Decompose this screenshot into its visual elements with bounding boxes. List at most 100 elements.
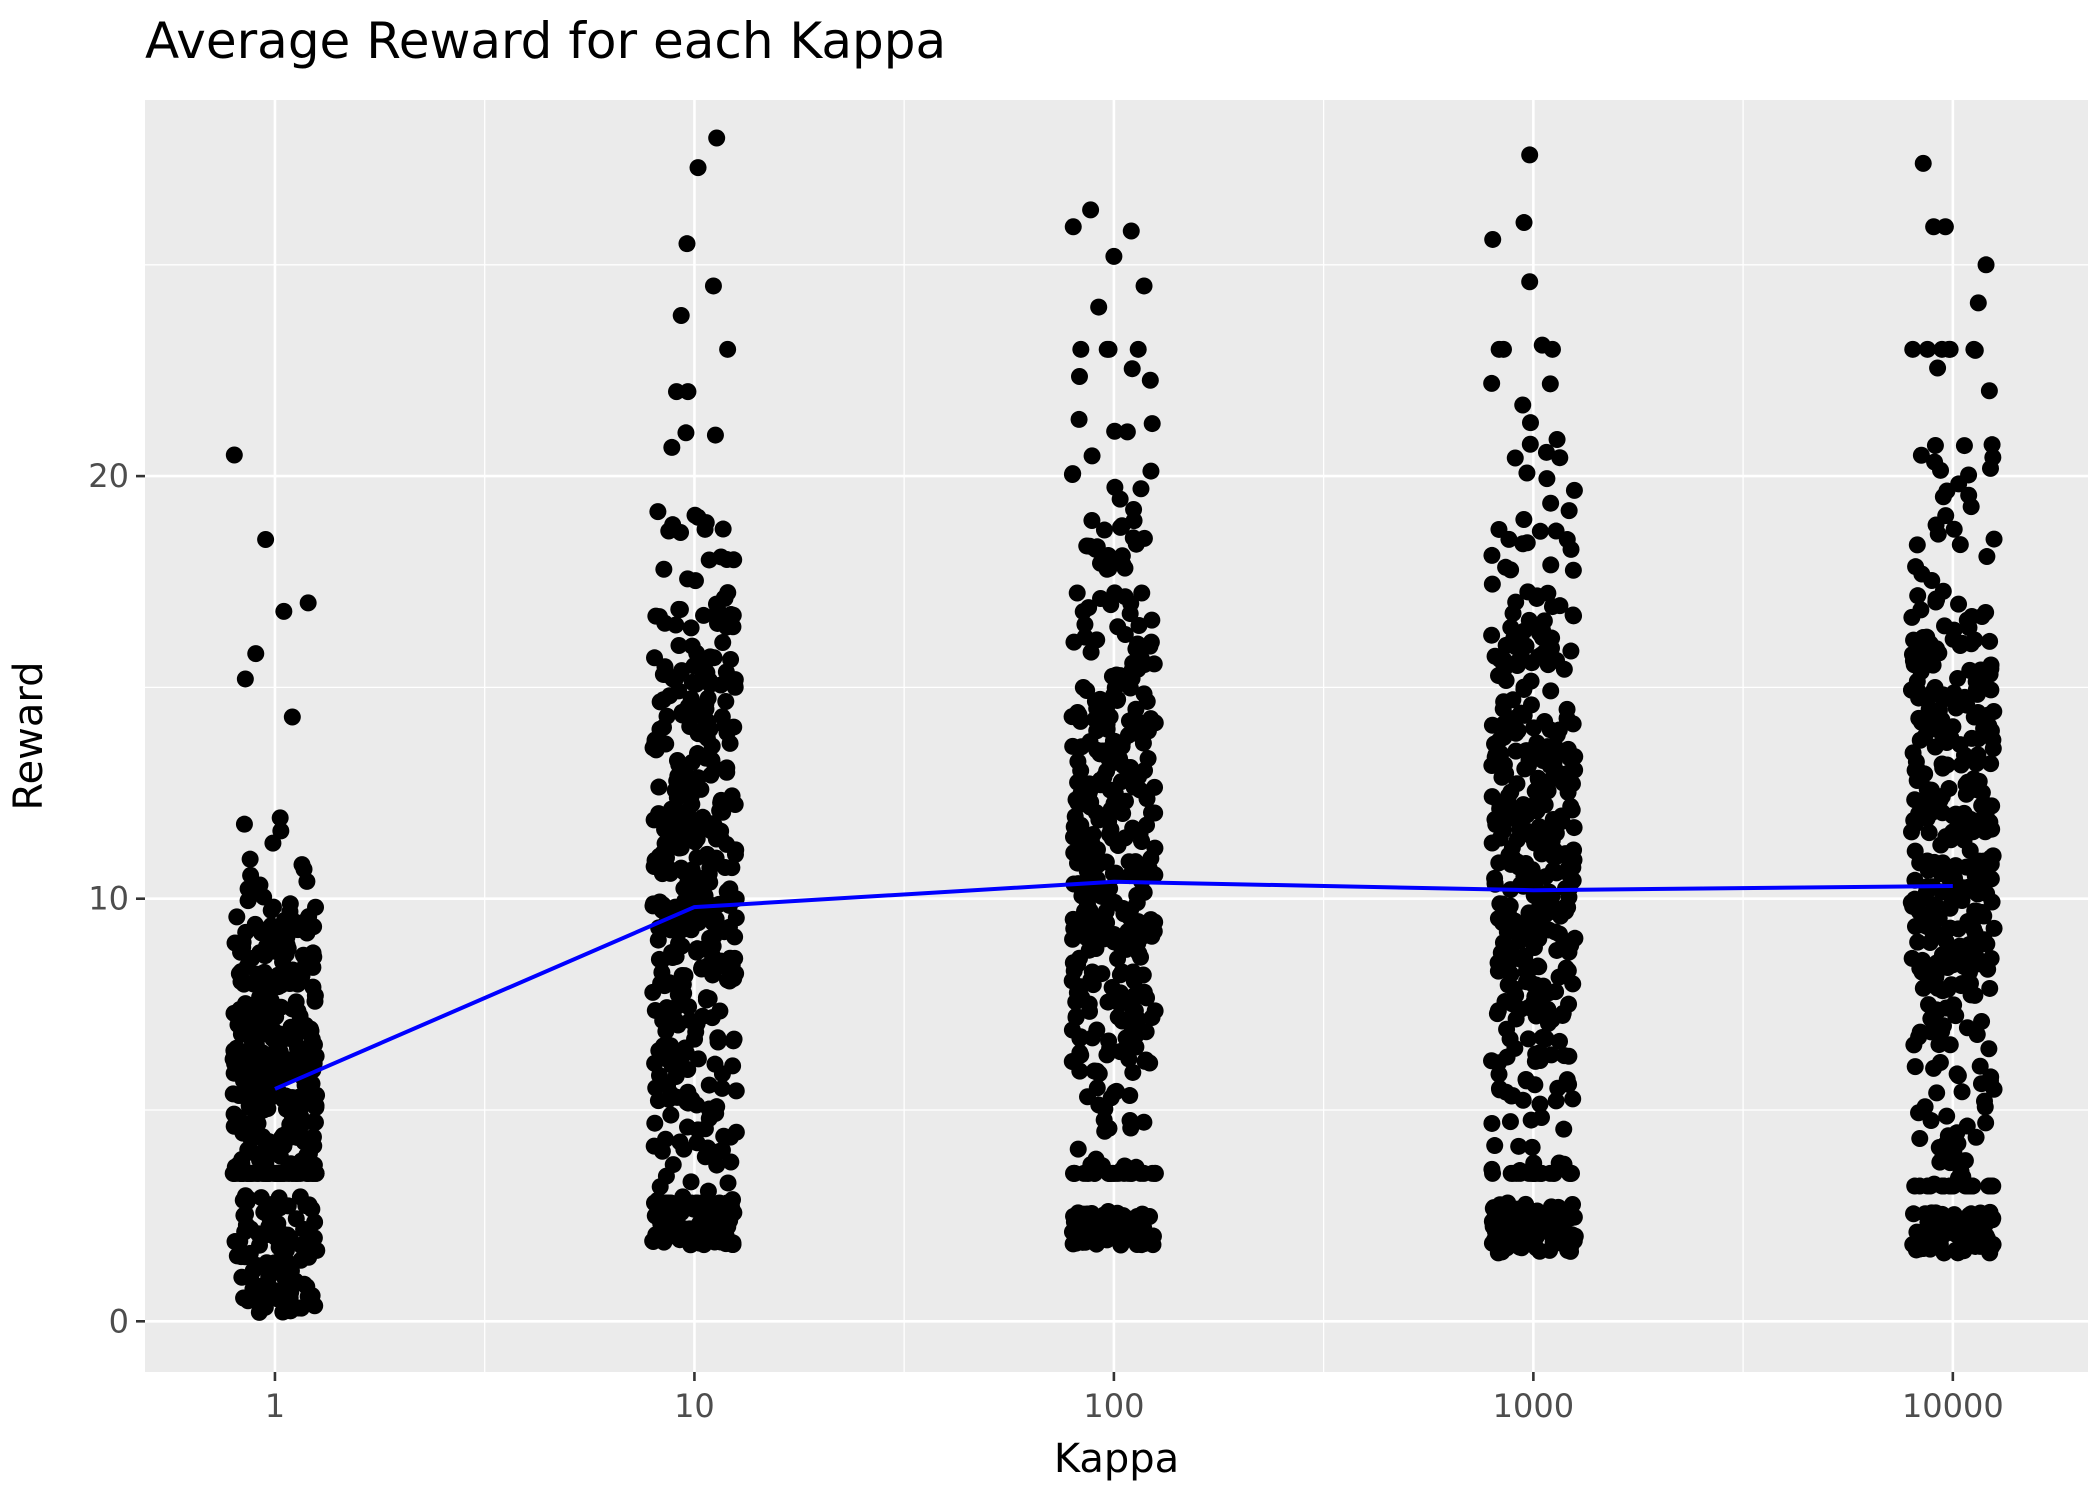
- data-point: [1110, 994, 1128, 1012]
- data-point: [1100, 1119, 1118, 1137]
- data-point: [233, 1113, 251, 1131]
- data-point: [1537, 443, 1555, 461]
- data-point: [1502, 855, 1520, 873]
- data-point: [1564, 1195, 1582, 1213]
- data-point: [1985, 919, 2003, 937]
- data-point: [260, 1057, 278, 1075]
- data-point: [1527, 920, 1545, 938]
- data-point: [695, 1236, 713, 1254]
- data-point: [1083, 511, 1101, 529]
- data-point: [245, 1112, 263, 1130]
- data-point: [1921, 1234, 1939, 1252]
- data-point: [267, 1140, 285, 1158]
- data-point: [1493, 1243, 1511, 1261]
- data-point: [233, 1155, 251, 1173]
- data-point: [702, 766, 720, 784]
- data-point: [1951, 536, 1969, 554]
- data-point: [1905, 656, 1923, 674]
- data-point: [282, 1128, 300, 1146]
- data-point: [694, 940, 712, 958]
- data-point: [1145, 922, 1163, 940]
- data-point: [1068, 584, 1086, 602]
- data-point: [1071, 1062, 1089, 1080]
- data-point: [1539, 1000, 1557, 1018]
- data-point: [1543, 629, 1561, 647]
- data-point: [722, 1153, 740, 1171]
- data-point: [277, 1087, 295, 1105]
- data-point: [1124, 1063, 1142, 1081]
- data-point: [696, 1148, 714, 1166]
- data-point: [669, 1016, 687, 1034]
- data-point: [1106, 732, 1124, 750]
- data-point: [646, 1231, 664, 1249]
- data-point: [1955, 437, 1973, 455]
- data-point: [1518, 1222, 1536, 1240]
- data-point: [1082, 201, 1100, 219]
- y-axis-title: Reward: [6, 662, 52, 811]
- x-tick-label: 1000: [1493, 1387, 1574, 1425]
- data-point: [656, 820, 674, 838]
- data-point: [712, 829, 730, 847]
- data-point: [726, 678, 744, 696]
- data-point: [713, 1079, 731, 1097]
- data-point: [699, 1212, 717, 1230]
- data-point: [1947, 857, 1965, 875]
- data-point: [1560, 1075, 1578, 1093]
- data-point: [1108, 666, 1126, 684]
- data-point: [1534, 977, 1552, 995]
- data-point: [704, 914, 722, 932]
- data-point: [689, 745, 707, 763]
- data-point: [298, 1089, 316, 1107]
- data-point: [1143, 415, 1161, 433]
- data-point: [262, 999, 280, 1017]
- data-point: [235, 815, 253, 833]
- data-point: [1542, 494, 1560, 512]
- data-point: [271, 1043, 289, 1061]
- data-point: [274, 1164, 292, 1182]
- data-point: [703, 1009, 721, 1027]
- data-point: [1521, 146, 1539, 164]
- data-point: [682, 1194, 700, 1212]
- data-point: [1973, 784, 1991, 802]
- data-point: [232, 1000, 250, 1018]
- data-point: [1562, 798, 1580, 816]
- data-point: [1105, 247, 1123, 265]
- data-point: [1113, 794, 1131, 812]
- data-point: [708, 129, 726, 147]
- data-point: [650, 805, 668, 823]
- data-point: [682, 619, 700, 637]
- x-tick-label: 100: [1083, 1387, 1144, 1425]
- data-point: [1109, 618, 1127, 636]
- data-point: [1146, 804, 1164, 822]
- data-point: [1102, 755, 1120, 773]
- data-point: [1515, 706, 1533, 724]
- data-point: [1122, 594, 1140, 612]
- data-point: [1141, 1054, 1159, 1072]
- data-point: [1133, 584, 1151, 602]
- data-point: [671, 601, 689, 619]
- data-point: [1521, 435, 1539, 453]
- data-point: [1971, 1057, 1989, 1075]
- data-point: [682, 690, 700, 708]
- data-point: [1560, 1164, 1578, 1182]
- data-point: [713, 1065, 731, 1083]
- data-point: [1119, 923, 1137, 941]
- data-point: [692, 780, 710, 798]
- mean-line-layer: [274, 879, 1953, 1091]
- data-point: [1109, 837, 1127, 855]
- data-point: [1560, 1047, 1578, 1065]
- data-point: [1065, 1207, 1083, 1225]
- data-point: [1931, 1210, 1949, 1228]
- data-point: [232, 963, 250, 981]
- data-point: [1928, 591, 1946, 609]
- data-point: [1542, 682, 1560, 700]
- data-point: [1911, 1129, 1929, 1147]
- data-point: [1966, 341, 1984, 359]
- data-point: [1125, 501, 1143, 519]
- data-point: [713, 1141, 731, 1159]
- data-point: [700, 1076, 718, 1094]
- data-point: [1548, 941, 1566, 959]
- data-point: [1519, 583, 1537, 601]
- data-point: [1502, 561, 1520, 579]
- data-point: [284, 1019, 302, 1037]
